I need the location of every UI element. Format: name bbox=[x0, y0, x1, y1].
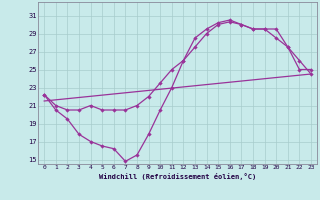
X-axis label: Windchill (Refroidissement éolien,°C): Windchill (Refroidissement éolien,°C) bbox=[99, 173, 256, 180]
